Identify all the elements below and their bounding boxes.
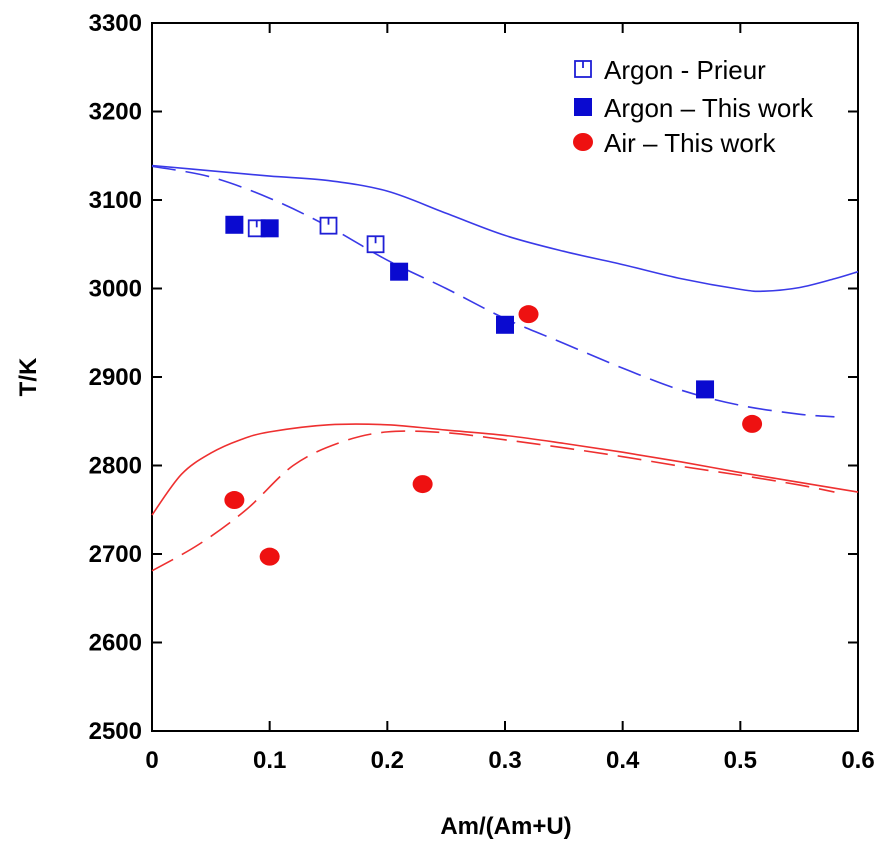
x-tick-label: 0.1: [253, 747, 286, 774]
y-tick-label: 3100: [89, 187, 142, 214]
x-tick-label: 0.4: [606, 747, 640, 774]
data-point-series-2: [742, 414, 763, 433]
data-point-series-0: [366, 235, 385, 254]
data-point-series-1: [390, 262, 409, 281]
legend-marker-2: [573, 133, 593, 151]
curve-solid-2: [151, 423, 859, 516]
curve-dashed-1: [151, 165, 835, 418]
data-point-series-1: [696, 380, 715, 399]
data-point-series-2: [412, 475, 433, 494]
data-point-series-0: [319, 216, 338, 235]
legend-marker-1: [574, 98, 592, 116]
model-curves: [151, 164, 859, 572]
legend-label-2: Air – This work: [604, 128, 776, 158]
axis-ticks: 0 0.1 0.2 0.3 0.4 0.5 0.6 2500 2600 2700 2800 2900 3…: [89, 10, 875, 774]
x-tick-label: 0.3: [488, 747, 521, 774]
y-tick-label: 2600: [89, 630, 142, 657]
curve-solid-0: [151, 164, 859, 293]
data-point-series-2: [259, 547, 280, 566]
y-tick-label: 2500: [89, 718, 142, 745]
data-point-series-1: [496, 315, 514, 334]
y-axis-title: T/K: [15, 357, 42, 396]
y-tick-label: 3000: [89, 276, 142, 303]
y-tick-label: 2700: [89, 541, 142, 568]
data-point-series-2: [518, 305, 539, 324]
x-tick-label: 0: [145, 747, 158, 774]
legend-marker-0: [574, 60, 592, 78]
data-point-series-1: [260, 219, 279, 238]
data-markers: [224, 215, 763, 566]
x-axis-title: Am/(Am+U): [440, 813, 571, 840]
legend: Argon - Prieur Argon – This work Air – Thi…: [573, 55, 814, 158]
data-point-series-2: [224, 491, 245, 510]
y-tick-label: 2900: [89, 364, 142, 391]
legend-label-0: Argon - Prieur: [604, 55, 766, 85]
x-tick-label: 0.5: [724, 747, 757, 774]
curve-dashed-3: [151, 430, 835, 572]
x-tick-label: 0.2: [371, 747, 404, 774]
y-tick-label: 2800: [89, 453, 142, 480]
y-tick-label: 3300: [89, 10, 142, 37]
legend-label-1: Argon – This work: [604, 93, 814, 123]
y-tick-label: 3200: [89, 99, 142, 126]
x-tick-label: 0.6: [841, 747, 874, 774]
data-point-series-1: [225, 215, 244, 234]
